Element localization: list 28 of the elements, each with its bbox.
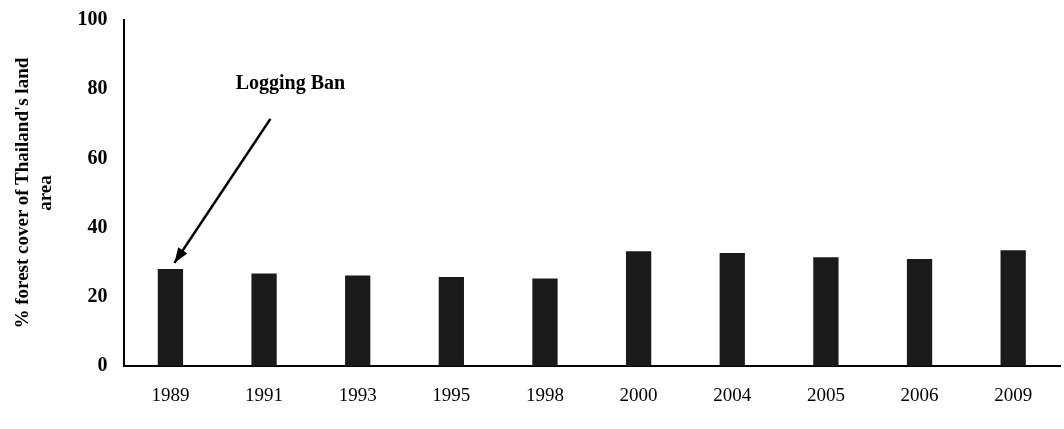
- x-tick-label: 1991: [245, 383, 284, 405]
- bar: [906, 258, 933, 367]
- annotation: Logging Ban: [235, 70, 346, 94]
- y-tick-label: 80: [87, 76, 108, 99]
- bar: [813, 257, 839, 367]
- bar: [157, 268, 184, 367]
- bar: [625, 251, 652, 367]
- x-tick-label: 1989: [151, 383, 190, 405]
- bar: [251, 273, 277, 367]
- y-axis-title: % forest cover of Thailand's land area: [11, 57, 56, 329]
- bar: [438, 276, 464, 367]
- bar: [345, 275, 371, 367]
- x-tick-label: 2004: [713, 383, 752, 405]
- x-tick-label: 1995: [432, 383, 471, 405]
- y-tick-label: 20: [87, 284, 108, 307]
- x-tick-label: 2005: [806, 383, 845, 405]
- x-tick-label: 1998: [525, 383, 564, 405]
- x-tick-label: 1993: [338, 383, 377, 405]
- bar: [532, 278, 558, 367]
- x-tick-label: 2000: [619, 383, 658, 405]
- bar: [719, 252, 745, 367]
- y-tick-label: 60: [87, 145, 108, 168]
- y-tick-label: 100: [77, 7, 108, 30]
- y-tick-label: 0: [97, 353, 108, 376]
- x-tick-label: 2009: [994, 383, 1033, 405]
- y-tick-label: 40: [87, 214, 108, 237]
- bar: [1000, 250, 1026, 367]
- x-tick-label: 2006: [900, 383, 939, 405]
